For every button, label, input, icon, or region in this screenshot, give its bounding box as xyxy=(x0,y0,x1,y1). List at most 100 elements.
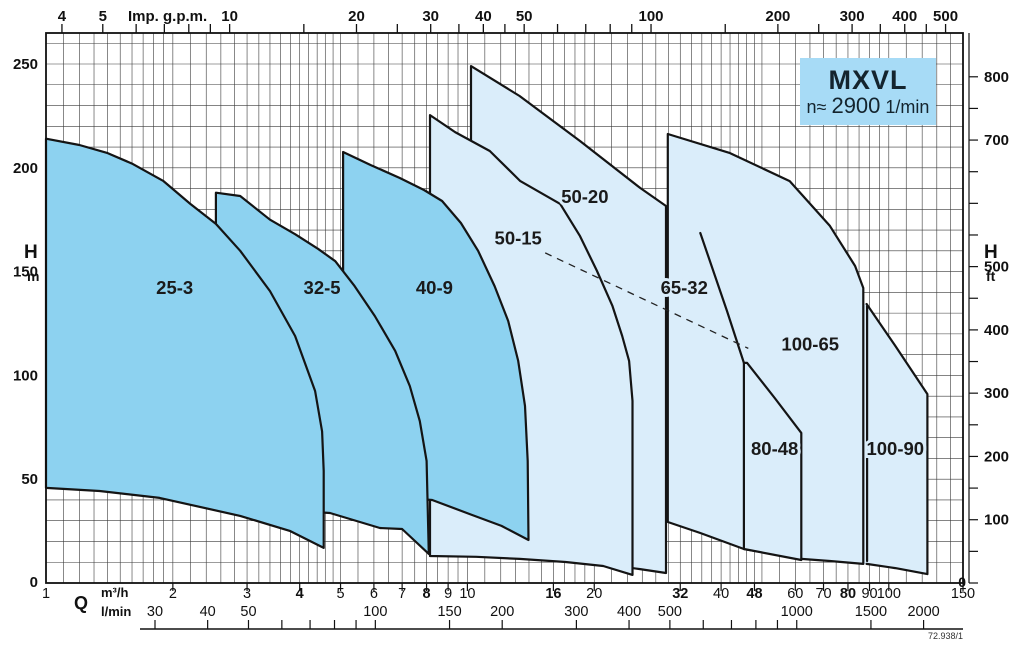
bottom-axis-lmin: 30 40 50 100 150 200 300 400 500 1000 1500 2000 xyxy=(140,604,963,630)
head-ft-label: 300 xyxy=(984,385,1009,402)
envelope-25-3 xyxy=(44,137,325,549)
head-m-label: 250 xyxy=(13,56,38,73)
m3h-label: 3 xyxy=(243,586,251,602)
right-axis-title: H xyxy=(984,242,998,263)
lmin-label: 300 xyxy=(564,604,588,620)
head-m-label: 0 xyxy=(30,574,38,591)
gpm-label: 200 xyxy=(765,8,790,25)
lmin-label: 40 xyxy=(200,604,216,620)
model-box-bg xyxy=(800,58,936,125)
speed-unit: 1/min xyxy=(885,97,930,118)
model-title-box: MXVL n≈ 2900 1/min xyxy=(800,58,936,125)
gpm-label: 30 xyxy=(422,8,439,25)
gpm-label: 20 xyxy=(348,8,365,25)
m3h-label: 48 xyxy=(746,586,762,602)
lmin-label: 50 xyxy=(240,604,256,620)
head-ft-label: 200 xyxy=(984,448,1009,465)
gpm-label: 5 xyxy=(99,8,107,25)
envelope-label-100-90: 100-90 xyxy=(866,438,924,459)
envelope-outline-25-3 xyxy=(44,137,325,549)
m3h-label: 100 xyxy=(877,586,901,602)
speed-prefix: n≈ xyxy=(806,97,827,118)
envelope-label-80-48: 80-48 xyxy=(751,438,798,459)
lmin-label: 1500 xyxy=(855,604,887,620)
flow-axis-letter: Q xyxy=(74,593,89,613)
top-axis-title: Imp. g.p.m. xyxy=(128,8,208,25)
m3h-label: 2 xyxy=(169,586,177,602)
envelope-label-100-65: 100-65 xyxy=(781,333,839,354)
model-name: MXVL xyxy=(828,64,908,95)
gpm-label: 50 xyxy=(516,8,533,25)
m3h-label: 5 xyxy=(337,586,345,602)
top-axis-gpm: 4 5 10 20 30 40 50 100 200 300 400 500 xyxy=(58,8,958,33)
gpm-label: 500 xyxy=(933,8,958,25)
head-m-label: 150 xyxy=(13,264,38,281)
m3h-label: 10 xyxy=(459,586,475,602)
head-ft-label: 400 xyxy=(984,322,1009,339)
envelope-label-40-9: 40-9 xyxy=(416,277,453,298)
lmin-label: 1000 xyxy=(781,604,813,620)
lmin-label: 150 xyxy=(437,604,461,620)
head-ft-label: 800 xyxy=(984,69,1009,86)
head-m-label: 100 xyxy=(13,367,38,384)
flow-unit-m3h: m³/h xyxy=(101,585,129,600)
lmin-label: 2000 xyxy=(907,604,939,620)
pump-envelopes xyxy=(44,65,929,576)
head-ft-label: 700 xyxy=(984,132,1009,149)
m3h-label: 7 xyxy=(398,586,406,602)
gpm-label: 10 xyxy=(221,8,238,25)
speed-value: 2900 xyxy=(831,93,881,119)
envelope-labels: 100-65 100-90 65-32 80-48 50-20 50-15 40-9 32-5… xyxy=(153,183,927,462)
m3h-label: 150 xyxy=(951,586,975,602)
envelope-label-25-3: 25-3 xyxy=(156,277,193,298)
right-axis-unit: ft xyxy=(986,268,996,284)
model-speed: n≈ 2900 1/min xyxy=(807,94,930,117)
m3h-label: 4 xyxy=(296,586,304,602)
head-m-label: 200 xyxy=(13,160,38,177)
head-m-label: 50 xyxy=(21,471,38,488)
m3h-label: 9 xyxy=(444,586,452,602)
flow-unit-lmin: l/min xyxy=(101,604,132,619)
lmin-label: 500 xyxy=(658,604,682,620)
m3h-label: 80 xyxy=(840,586,856,602)
m3h-label: 6 xyxy=(370,586,378,602)
drawing-number: 72.938/1 xyxy=(927,631,963,641)
head-ft-label: 500 xyxy=(984,259,1009,276)
m3h-label: 20 xyxy=(586,586,602,602)
gpm-label: 300 xyxy=(840,8,865,25)
envelope-80-48 xyxy=(699,231,803,562)
envelope-outline-80-48 xyxy=(742,361,803,562)
envelope-edge-100-65 xyxy=(865,302,929,576)
m3h-label: 40 xyxy=(713,586,729,602)
m3h-label: 70 xyxy=(815,586,831,602)
lmin-label: 400 xyxy=(617,604,641,620)
left-axis-m: 250 200 150 100 50 0 xyxy=(13,56,38,591)
m3h-label: 32 xyxy=(672,586,688,602)
envelope-edge-80-48 xyxy=(699,231,745,364)
lmin-label: 30 xyxy=(147,604,163,620)
envelope-label-50-20: 50-20 xyxy=(561,186,608,207)
lmin-label: 100 xyxy=(363,604,387,620)
gpm-label: 40 xyxy=(475,8,492,25)
gpm-label: 400 xyxy=(892,8,917,25)
m3h-label: 8 xyxy=(423,586,431,602)
envelope-label-50-15: 50-15 xyxy=(495,227,542,248)
right-axis-ft: 800 700 500 400 300 200 100 0 xyxy=(958,33,1009,590)
bottom-axis-m3h: 1 2 3 4 5 6 7 8 9 10 16 20 32 40 48 60 70 80 90 100 150 xyxy=(42,583,975,602)
left-axis-unit: m xyxy=(27,268,40,284)
envelope-label-32-5: 32-5 xyxy=(304,277,341,298)
head-ft-label: 100 xyxy=(984,512,1009,529)
m3h-label: 16 xyxy=(545,586,561,602)
dashed-guide-line xyxy=(544,252,749,349)
envelope-label-65-32: 65-32 xyxy=(661,277,708,298)
left-axis-title: H xyxy=(24,242,38,263)
lmin-label: 200 xyxy=(490,604,514,620)
m3h-label: 90 xyxy=(861,586,877,602)
m3h-label: 60 xyxy=(787,586,803,602)
gpm-label: 100 xyxy=(639,8,664,25)
head-ft-zero: 0 xyxy=(958,574,966,590)
gpm-label: 4 xyxy=(58,8,67,25)
m3h-label: 1 xyxy=(42,586,50,602)
